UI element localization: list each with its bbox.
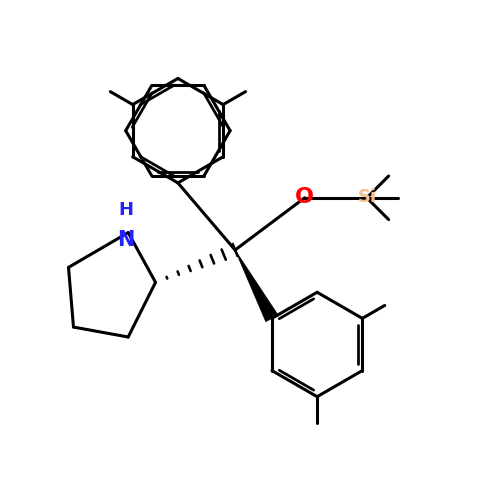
Text: Si: Si bbox=[358, 188, 376, 206]
Polygon shape bbox=[235, 250, 278, 322]
Text: N: N bbox=[117, 230, 134, 250]
Text: O: O bbox=[295, 187, 314, 207]
Text: H: H bbox=[118, 201, 133, 219]
